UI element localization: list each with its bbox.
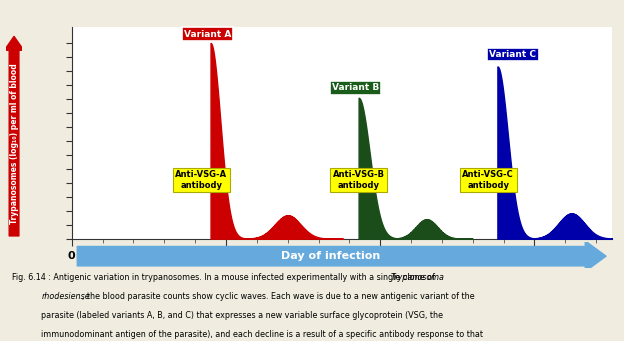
FancyArrowPatch shape: [4, 36, 24, 236]
Text: Trypanosoma: Trypanosoma: [391, 273, 444, 282]
FancyArrowPatch shape: [77, 241, 606, 271]
Text: Trypanosomes (log₁₀) per ml of blood: Trypanosomes (log₁₀) per ml of blood: [9, 63, 19, 224]
Text: rhodesiense: rhodesiense: [41, 292, 90, 301]
Text: , the blood parasite counts show cyclic waves. Each wave is due to a new antigen: , the blood parasite counts show cyclic …: [82, 292, 475, 301]
Text: Variant C: Variant C: [489, 50, 536, 59]
Text: immunodominant antigen of the parasite), and each decline is a result of a speci: immunodominant antigen of the parasite),…: [41, 330, 483, 339]
Text: Anti-VSG-C
antibody: Anti-VSG-C antibody: [462, 170, 514, 190]
Text: parasite (labeled variants A, B, and C) that expresses a new variable surface gl: parasite (labeled variants A, B, and C) …: [41, 311, 443, 320]
Text: Fig. 6.14 : Antigenic variation in trypanosomes. In a mouse infected experimenta: Fig. 6.14 : Antigenic variation in trypa…: [12, 273, 438, 282]
Text: Day of infection: Day of infection: [281, 251, 381, 261]
Text: Variant B: Variant B: [332, 84, 379, 92]
Text: Anti-VSG-B
antibody: Anti-VSG-B antibody: [333, 170, 384, 190]
Text: Anti-VSG-A
antibody: Anti-VSG-A antibody: [175, 170, 227, 190]
Text: Variant A: Variant A: [184, 30, 231, 39]
